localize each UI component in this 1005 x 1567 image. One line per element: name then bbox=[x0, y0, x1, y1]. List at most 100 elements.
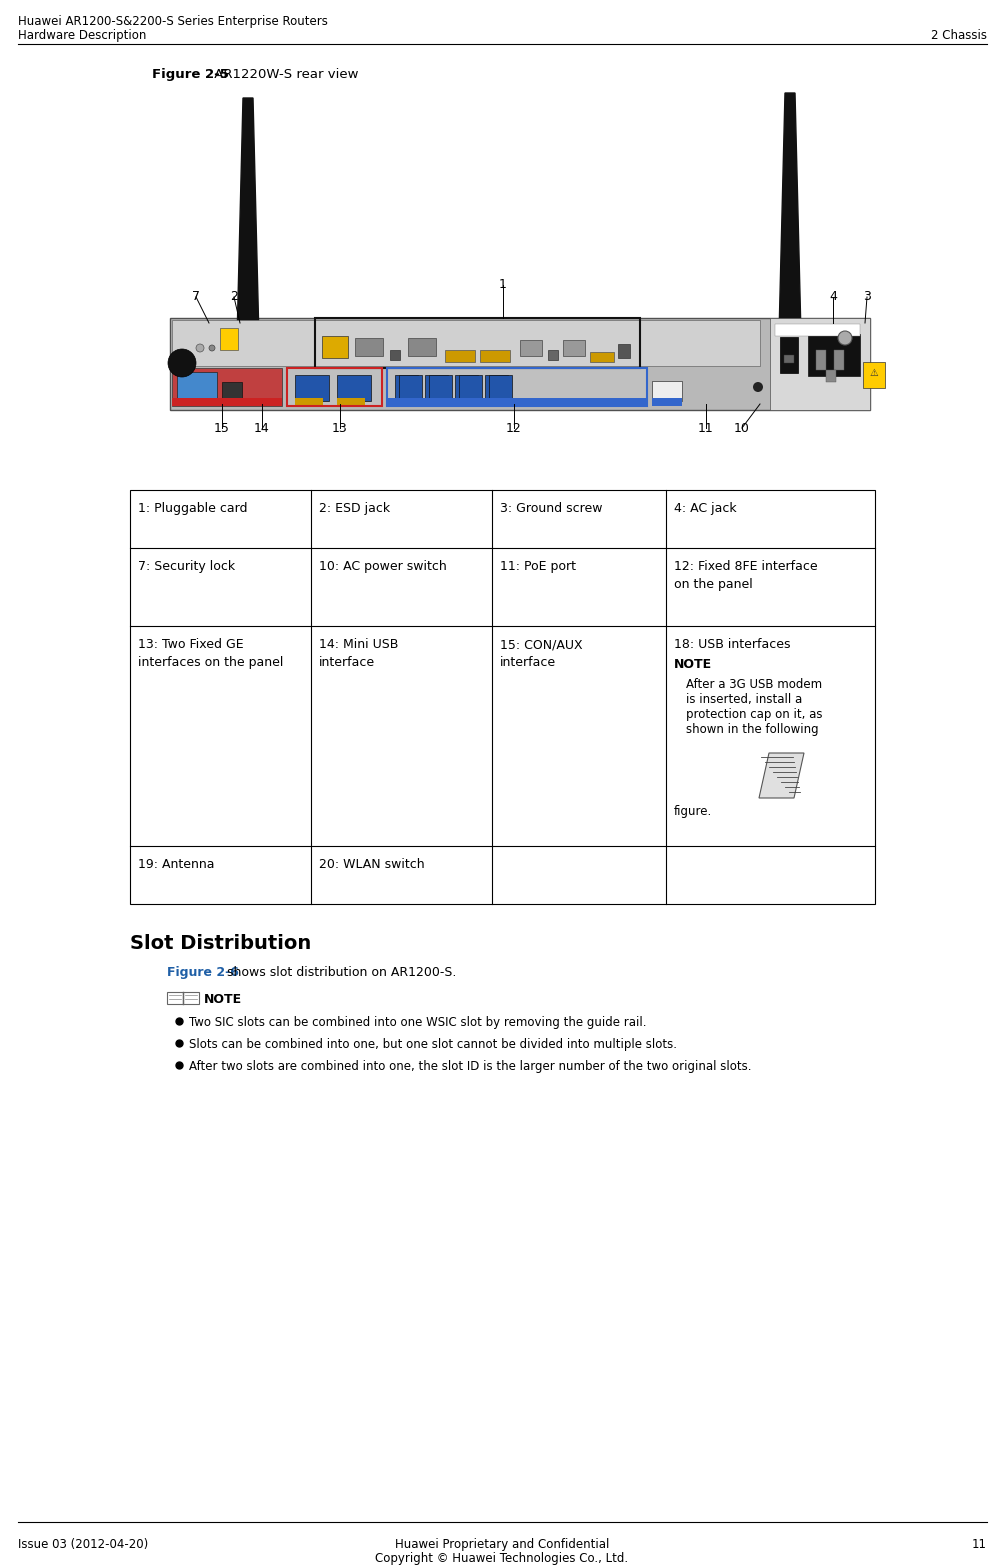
Text: Issue 03 (2012-04-20): Issue 03 (2012-04-20) bbox=[18, 1537, 149, 1551]
Bar bbox=[183, 992, 199, 1004]
Bar bbox=[429, 375, 452, 401]
Text: Slots can be combined into one, but one slot cannot be divided into multiple slo: Slots can be combined into one, but one … bbox=[189, 1037, 677, 1051]
Polygon shape bbox=[237, 99, 259, 340]
Bar bbox=[652, 381, 682, 401]
Bar bbox=[590, 353, 614, 362]
Bar bbox=[399, 375, 422, 401]
Bar bbox=[315, 318, 640, 368]
Bar bbox=[322, 335, 348, 357]
Bar bbox=[172, 398, 282, 406]
Circle shape bbox=[753, 382, 763, 392]
Bar bbox=[520, 340, 542, 356]
Text: Figure 2-5: Figure 2-5 bbox=[152, 67, 229, 81]
Bar bbox=[395, 375, 418, 401]
Bar bbox=[548, 349, 558, 360]
Bar bbox=[425, 375, 448, 401]
Text: 15: CON/AUX
interface: 15: CON/AUX interface bbox=[500, 638, 583, 669]
Text: shows slot distribution on AR1200-S.: shows slot distribution on AR1200-S. bbox=[223, 965, 456, 979]
Bar bbox=[167, 992, 183, 1004]
Text: 7: Security lock: 7: Security lock bbox=[138, 559, 235, 574]
Circle shape bbox=[168, 349, 196, 378]
Text: 3: 3 bbox=[863, 290, 871, 304]
Text: 10: 10 bbox=[734, 422, 750, 434]
Bar bbox=[177, 371, 217, 403]
Bar bbox=[390, 349, 400, 360]
Text: 11: PoE port: 11: PoE port bbox=[500, 559, 576, 574]
Text: AR1220W-S rear view: AR1220W-S rear view bbox=[210, 67, 359, 81]
Text: 12: 12 bbox=[507, 422, 522, 434]
Text: figure.: figure. bbox=[674, 805, 713, 818]
Text: NOTE: NOTE bbox=[674, 658, 713, 671]
Text: 13: Two Fixed GE
interfaces on the panel: 13: Two Fixed GE interfaces on the panel bbox=[138, 638, 283, 669]
Text: 2 Chassis: 2 Chassis bbox=[931, 30, 987, 42]
Polygon shape bbox=[759, 754, 804, 798]
Bar bbox=[775, 324, 860, 335]
Text: 11: 11 bbox=[972, 1537, 987, 1551]
Text: 18: USB interfaces: 18: USB interfaces bbox=[674, 638, 791, 650]
Text: ⚠: ⚠ bbox=[869, 368, 878, 378]
Text: 1: 1 bbox=[499, 279, 507, 291]
Text: 20: WLAN switch: 20: WLAN switch bbox=[319, 859, 425, 871]
Bar bbox=[489, 375, 512, 401]
Text: protection cap on it, as: protection cap on it, as bbox=[686, 708, 822, 721]
Circle shape bbox=[196, 345, 204, 353]
Bar bbox=[563, 340, 585, 356]
Text: Copyright © Huawei Technologies Co., Ltd.: Copyright © Huawei Technologies Co., Ltd… bbox=[376, 1551, 628, 1565]
Bar bbox=[152, 85, 880, 450]
Bar bbox=[355, 338, 383, 356]
Bar bbox=[295, 398, 323, 406]
Text: 4: 4 bbox=[829, 290, 837, 304]
Bar bbox=[816, 349, 826, 370]
Text: Huawei Proprietary and Confidential: Huawei Proprietary and Confidential bbox=[395, 1537, 609, 1551]
Bar bbox=[808, 334, 860, 376]
Bar bbox=[770, 318, 870, 411]
Polygon shape bbox=[779, 92, 801, 335]
Text: 14: 14 bbox=[254, 422, 270, 434]
Bar bbox=[485, 375, 508, 401]
Bar bbox=[287, 368, 382, 406]
Bar bbox=[618, 345, 630, 357]
Bar bbox=[172, 320, 760, 367]
Bar bbox=[408, 338, 436, 356]
Circle shape bbox=[209, 345, 215, 351]
Text: Slot Distribution: Slot Distribution bbox=[130, 934, 312, 953]
Bar bbox=[170, 318, 870, 411]
Bar bbox=[387, 368, 647, 406]
Text: 11: 11 bbox=[698, 422, 714, 434]
Text: Figure 2-6: Figure 2-6 bbox=[167, 965, 239, 979]
Bar bbox=[287, 368, 382, 406]
Text: is inserted, install a: is inserted, install a bbox=[686, 693, 802, 707]
Bar bbox=[337, 398, 365, 406]
Bar bbox=[780, 337, 798, 373]
Text: 2: ESD jack: 2: ESD jack bbox=[319, 501, 390, 516]
Text: 15: 15 bbox=[214, 422, 230, 434]
Text: 1: Pluggable card: 1: Pluggable card bbox=[138, 501, 247, 516]
Bar bbox=[480, 349, 510, 362]
Text: 4: AC jack: 4: AC jack bbox=[674, 501, 737, 516]
Text: After a 3G USB modem: After a 3G USB modem bbox=[686, 679, 822, 691]
Bar bbox=[220, 328, 238, 349]
Bar bbox=[784, 356, 794, 364]
Bar bbox=[652, 398, 682, 406]
Text: Hardware Description: Hardware Description bbox=[18, 30, 147, 42]
Text: shown in the following: shown in the following bbox=[686, 722, 819, 736]
Text: 3: Ground screw: 3: Ground screw bbox=[500, 501, 603, 516]
Text: 13: 13 bbox=[332, 422, 348, 434]
Bar bbox=[130, 490, 875, 904]
Bar bbox=[172, 368, 282, 406]
Text: After two slots are combined into one, the slot ID is the larger number of the t: After two slots are combined into one, t… bbox=[189, 1059, 752, 1073]
Bar bbox=[455, 375, 478, 401]
Text: Huawei AR1200-S&2200-S Series Enterprise Routers: Huawei AR1200-S&2200-S Series Enterprise… bbox=[18, 16, 328, 28]
Bar bbox=[387, 398, 647, 406]
Text: 2: 2 bbox=[230, 290, 238, 304]
Text: 10: AC power switch: 10: AC power switch bbox=[319, 559, 447, 574]
Bar bbox=[295, 375, 329, 401]
Text: 7: 7 bbox=[192, 290, 200, 304]
Text: 12: Fixed 8FE interface
on the panel: 12: Fixed 8FE interface on the panel bbox=[674, 559, 818, 591]
Text: 19: Antenna: 19: Antenna bbox=[138, 859, 214, 871]
Circle shape bbox=[838, 331, 852, 345]
Bar bbox=[863, 362, 885, 389]
Bar bbox=[337, 375, 371, 401]
Bar bbox=[834, 349, 844, 370]
Bar bbox=[387, 368, 647, 406]
